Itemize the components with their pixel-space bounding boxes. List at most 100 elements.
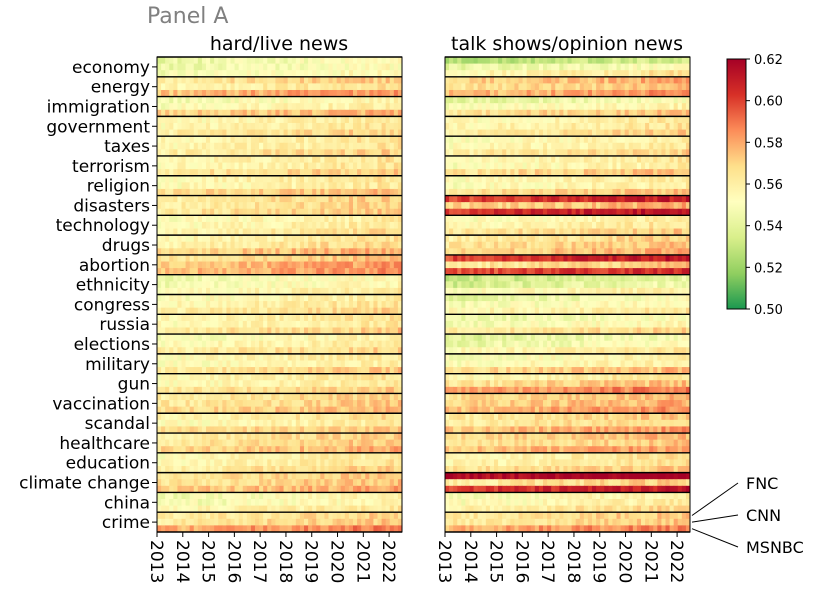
heatmap-cell xyxy=(206,413,211,421)
heatmap-cell xyxy=(197,492,203,500)
heatmap-cell xyxy=(632,89,638,98)
heatmap-cell xyxy=(320,228,325,236)
heatmap-cell xyxy=(357,83,362,91)
heatmap-cell xyxy=(246,76,252,84)
heatmap-cell xyxy=(608,103,613,111)
heatmap-cell xyxy=(332,353,338,361)
heatmap-cell xyxy=(250,83,256,91)
heatmap-cell xyxy=(393,386,399,394)
heatmap-cell xyxy=(226,254,231,263)
heatmap-cell xyxy=(320,360,325,368)
heatmap-cell xyxy=(242,301,248,309)
heatmap-cell xyxy=(214,446,219,454)
heatmap-cell xyxy=(267,347,272,355)
heatmap-cell xyxy=(275,109,280,117)
heatmap-cell xyxy=(283,70,289,78)
heatmap-cell xyxy=(316,103,321,111)
heatmap-cell xyxy=(259,373,264,381)
heatmap-cell xyxy=(279,202,285,210)
heatmap-cell xyxy=(608,76,613,84)
heatmap-cell xyxy=(361,175,366,183)
heatmap-cell xyxy=(304,63,309,71)
heatmap-cell xyxy=(361,512,366,520)
heatmap-cell xyxy=(324,472,329,480)
heatmap-cell xyxy=(173,136,178,144)
heatmap-cell xyxy=(234,525,240,533)
heatmap-cell xyxy=(320,155,325,164)
heatmap-cell xyxy=(173,109,178,117)
heatmap-cell xyxy=(336,386,342,394)
heatmap-cell xyxy=(189,162,195,170)
heatmap-cell xyxy=(316,261,321,269)
heatmap-cell xyxy=(567,109,573,117)
heatmap-cell xyxy=(263,182,268,190)
heatmap-cell xyxy=(365,334,370,342)
heatmap-cell xyxy=(489,96,495,104)
heatmap-cell xyxy=(222,215,227,223)
heatmap-cell xyxy=(530,76,536,84)
heatmap-cell xyxy=(181,221,187,230)
heatmap-cell xyxy=(230,419,236,427)
heatmap-cell xyxy=(173,479,178,487)
heatmap-cell xyxy=(373,182,378,190)
heatmap-cell xyxy=(361,195,366,203)
heatmap-cell xyxy=(226,122,231,131)
heatmap-cell xyxy=(308,499,313,507)
heatmap-cell xyxy=(328,505,334,513)
heatmap-cell xyxy=(230,452,236,460)
heatmap-cell xyxy=(291,327,297,335)
heatmap-cell xyxy=(304,360,309,368)
heatmap-cell xyxy=(340,281,346,289)
heatmap-cell xyxy=(328,162,334,170)
heatmap-cell xyxy=(246,426,252,434)
heatmap-cell xyxy=(267,188,272,197)
heatmap-cell xyxy=(246,320,252,328)
heatmap-cell xyxy=(283,235,289,243)
heatmap-cell xyxy=(665,76,671,84)
heatmap-cell xyxy=(206,116,211,124)
heatmap-cell xyxy=(320,525,325,533)
heatmap-cell xyxy=(218,426,223,434)
heatmap-cell xyxy=(612,70,617,78)
heatmap-cell xyxy=(193,393,199,401)
heatmap-cell xyxy=(222,347,227,355)
heatmap-cell xyxy=(222,485,227,493)
heatmap-cell xyxy=(299,109,305,117)
heatmap-cell xyxy=(649,116,654,124)
heatmap-cell xyxy=(246,188,252,197)
heatmap-cell xyxy=(377,136,383,144)
heatmap-cell xyxy=(332,439,338,447)
heatmap-cell xyxy=(238,215,244,223)
heatmap-cell xyxy=(348,400,354,408)
heatmap-cell xyxy=(332,433,338,441)
heatmap-cell xyxy=(275,340,280,348)
heatmap-cell xyxy=(210,162,215,170)
heatmap-cell xyxy=(181,512,187,520)
heatmap-cell xyxy=(336,254,342,263)
heatmap-cell xyxy=(506,57,511,65)
heatmap-cell xyxy=(185,334,191,342)
heatmap-cell xyxy=(579,103,585,111)
heatmap-cell xyxy=(271,254,276,263)
heatmap-cell xyxy=(201,380,207,388)
heatmap-cell xyxy=(324,525,329,533)
heatmap-cell xyxy=(250,512,256,520)
heatmap-cell xyxy=(344,406,350,414)
heatmap-cell xyxy=(165,83,170,91)
heatmap-cell xyxy=(381,380,387,388)
heatmap-cell xyxy=(271,327,276,335)
heatmap-cell xyxy=(485,129,491,137)
heatmap-cell xyxy=(197,76,203,84)
heatmap-cell xyxy=(263,122,268,131)
heatmap-cell xyxy=(230,294,236,302)
heatmap-cell xyxy=(373,83,378,91)
heatmap-cell xyxy=(673,63,679,71)
heatmap-cell xyxy=(189,188,195,197)
heatmap-cell xyxy=(250,215,256,223)
heatmap-cell xyxy=(230,466,236,474)
heatmap-cell xyxy=(397,320,403,328)
heatmap-cell xyxy=(397,76,403,84)
heatmap-cell xyxy=(385,294,391,302)
heatmap-cell xyxy=(161,221,166,230)
heatmap-cell xyxy=(332,518,338,526)
